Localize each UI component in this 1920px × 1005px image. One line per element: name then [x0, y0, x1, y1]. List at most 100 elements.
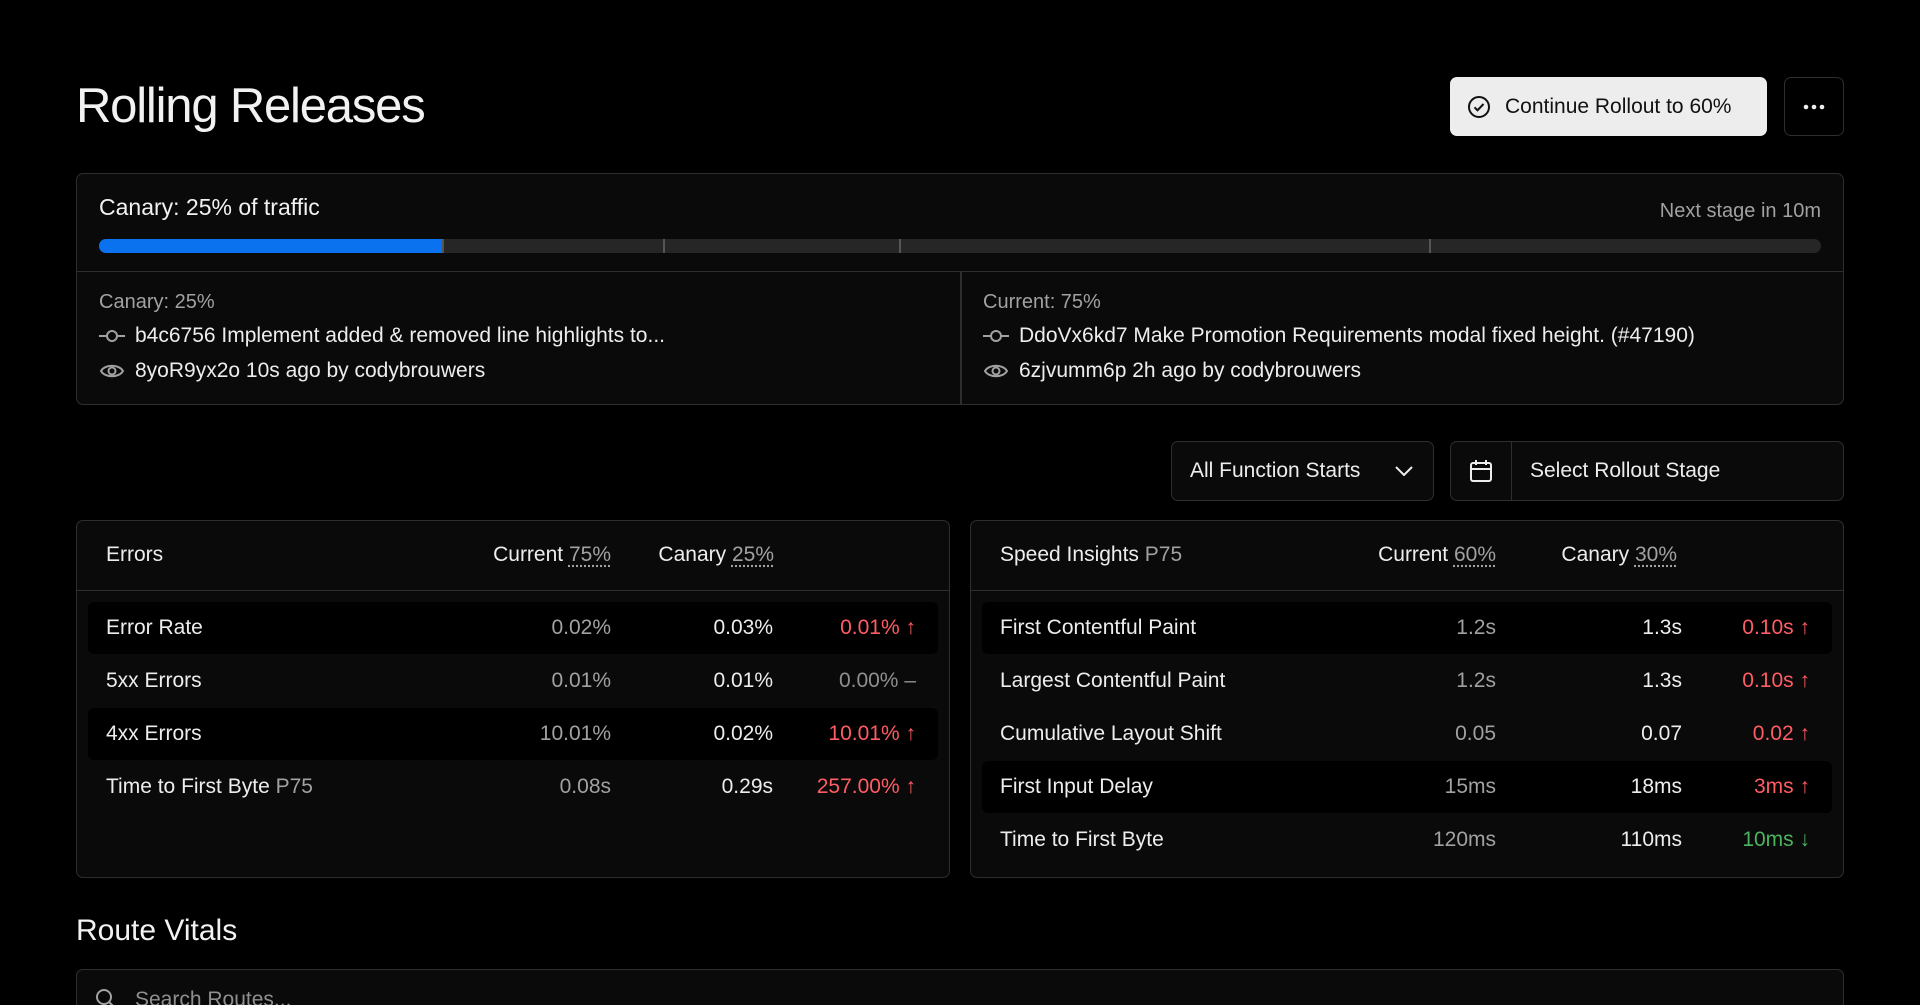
table-header: Speed Insights P75 Current 60% Canary 30…: [971, 521, 1843, 591]
current-value: 0.08s: [560, 775, 611, 799]
metric-suffix: P75: [276, 775, 313, 798]
commit-line: b4c6756 Implement added & removed line h…: [99, 324, 665, 348]
table-row[interactable]: 5xx Errors 0.01% 0.01% 0.00% –: [88, 655, 938, 707]
table-header: Errors Current 75% Canary 25%: [77, 521, 949, 591]
canary-value: 1.3s: [1642, 669, 1682, 693]
table-row[interactable]: Cumulative Layout Shift 0.05 0.07 0.02 ↑: [982, 708, 1832, 760]
table-row[interactable]: Time to First Byte 120ms 110ms 10ms ↓: [982, 814, 1832, 866]
metric-name: Cumulative Layout Shift: [1000, 722, 1222, 746]
column-label: Current: [1378, 543, 1448, 566]
table-row[interactable]: 4xx Errors 10.01% 0.02% 10.01% ↑: [88, 708, 938, 760]
table-title: Speed Insights P75: [1000, 543, 1182, 567]
metric-label: Time to First Byte: [106, 775, 270, 798]
speed-table: Speed Insights P75 Current 60% Canary 30…: [970, 520, 1844, 878]
column-share: 60%: [1454, 543, 1496, 566]
deployment-line: 8yoR9yx2o 10s ago by codybrouwers: [99, 359, 485, 383]
check-icon: [1467, 95, 1491, 119]
eye-icon: [983, 361, 1009, 381]
stage-tick: [1429, 239, 1431, 253]
delta-value: 0.00% –: [839, 669, 916, 693]
delta-value: 3ms ↑: [1754, 775, 1810, 799]
commit-text: b4c6756 Implement added & removed line h…: [135, 324, 665, 348]
metric-name: First Input Delay: [1000, 775, 1153, 799]
section-title: Route Vitals: [76, 914, 237, 948]
divider: [960, 271, 962, 404]
table-title: Errors: [106, 543, 163, 567]
current-value: 1.2s: [1456, 669, 1496, 693]
commit-text: DdoVx6kd7 Make Promotion Requirements mo…: [1019, 324, 1695, 348]
metric-label: 5xx Errors: [106, 669, 202, 692]
metric-name: First Contentful Paint: [1000, 616, 1196, 640]
column-share: 75%: [569, 543, 611, 566]
select-label: Select Rollout Stage: [1530, 459, 1720, 483]
stage-tick: [899, 239, 901, 253]
table-row[interactable]: First Input Delay 15ms 18ms 3ms ↑: [982, 761, 1832, 813]
canary-label: Canary: 25%: [99, 291, 215, 314]
metric-label: Error Rate: [106, 616, 203, 639]
stage-select[interactable]: Select Rollout Stage: [1450, 441, 1844, 501]
calendar-button[interactable]: [1451, 442, 1512, 500]
canary-value: 18ms: [1631, 775, 1682, 799]
deployment-text[interactable]: 6zjvumm6p 2h ago by codybrouwers: [1019, 359, 1361, 383]
metric-name: 5xx Errors: [106, 669, 202, 693]
commit-line: DdoVx6kd7 Make Promotion Requirements mo…: [983, 324, 1695, 348]
column-header: Canary 30%: [1561, 543, 1677, 567]
eye-icon: [99, 361, 125, 381]
route-search[interactable]: Search Routes...: [76, 969, 1844, 1005]
continue-rollout-button[interactable]: Continue Rollout to 60%: [1450, 77, 1767, 136]
metric-name: Time to First Byte P75: [106, 775, 313, 799]
current-label: Current: 75%: [983, 291, 1101, 314]
current-value: 0.01%: [551, 669, 611, 693]
table-row[interactable]: Time to First Byte P75 0.08s 0.29s 257.00% …: [88, 761, 938, 813]
metric-name: Error Rate: [106, 616, 203, 640]
current-value: 0.02%: [551, 616, 611, 640]
current-column: Current: 75% DdoVx6kd7 Make Promotion Re…: [983, 271, 1833, 405]
column-label: Canary: [658, 543, 726, 566]
delta-value: 0.10s ↑: [1742, 616, 1810, 640]
deployment-line: 6zjvumm6p 2h ago by codybrouwers: [983, 359, 1361, 383]
column-share: 30%: [1635, 543, 1677, 566]
more-button[interactable]: [1784, 77, 1844, 136]
table-row[interactable]: Error Rate 0.02% 0.03% 0.01% ↑: [88, 602, 938, 654]
chevron-icon: [1395, 466, 1413, 476]
stage-tick: [663, 239, 665, 253]
calendar-icon: [1469, 459, 1493, 483]
commit-icon: [983, 329, 1009, 343]
column-share: 25%: [732, 543, 774, 566]
button-label: Continue Rollout to 60%: [1505, 95, 1731, 119]
rollout-card: Canary: 25% of traffic Next stage in 10m…: [76, 173, 1844, 405]
page-title: Rolling Releases: [76, 78, 425, 134]
metric-label: Cumulative Layout Shift: [1000, 722, 1222, 745]
metric-label: Time to First Byte: [1000, 828, 1164, 851]
rollout-title: Canary: 25% of traffic: [99, 194, 320, 221]
function-select[interactable]: All Function Starts: [1171, 441, 1434, 501]
metric-label: First Contentful Paint: [1000, 616, 1196, 639]
next-stage: Next stage in 10m: [1660, 200, 1821, 223]
delta-value: 10ms ↓: [1742, 828, 1810, 852]
deployment-text[interactable]: 8yoR9yx2o 10s ago by codybrouwers: [135, 359, 485, 383]
table-row[interactable]: First Contentful Paint 1.2s 1.3s 0.10s ↑: [982, 602, 1832, 654]
current-value: 1.2s: [1456, 616, 1496, 640]
title-suffix: P75: [1145, 543, 1182, 566]
table-row[interactable]: Largest Contentful Paint 1.2s 1.3s 0.10s ↑: [982, 655, 1832, 707]
current-value: 120ms: [1433, 828, 1496, 852]
delta-value: 10.01% ↑: [828, 722, 916, 746]
canary-value: 0.07: [1641, 722, 1682, 746]
commit-icon: [99, 329, 125, 343]
search-placeholder: Search Routes...: [135, 988, 291, 1005]
metric-name: 4xx Errors: [106, 722, 202, 746]
search-icon: [95, 988, 117, 1005]
delta-value: 0.10s ↑: [1742, 669, 1810, 693]
metric-label: First Input Delay: [1000, 775, 1153, 798]
column-label: Current: [493, 543, 563, 566]
column-header: Current 60%: [1378, 543, 1496, 567]
delta-value: 0.01% ↑: [840, 616, 916, 640]
canary-value: 1.3s: [1642, 616, 1682, 640]
metric-name: Largest Contentful Paint: [1000, 669, 1225, 693]
progress-fill: [99, 239, 442, 253]
column-header: Current 75%: [493, 543, 611, 567]
current-value: 15ms: [1445, 775, 1496, 799]
canary-value: 110ms: [1621, 828, 1682, 852]
canary-value: 0.03%: [713, 616, 773, 640]
